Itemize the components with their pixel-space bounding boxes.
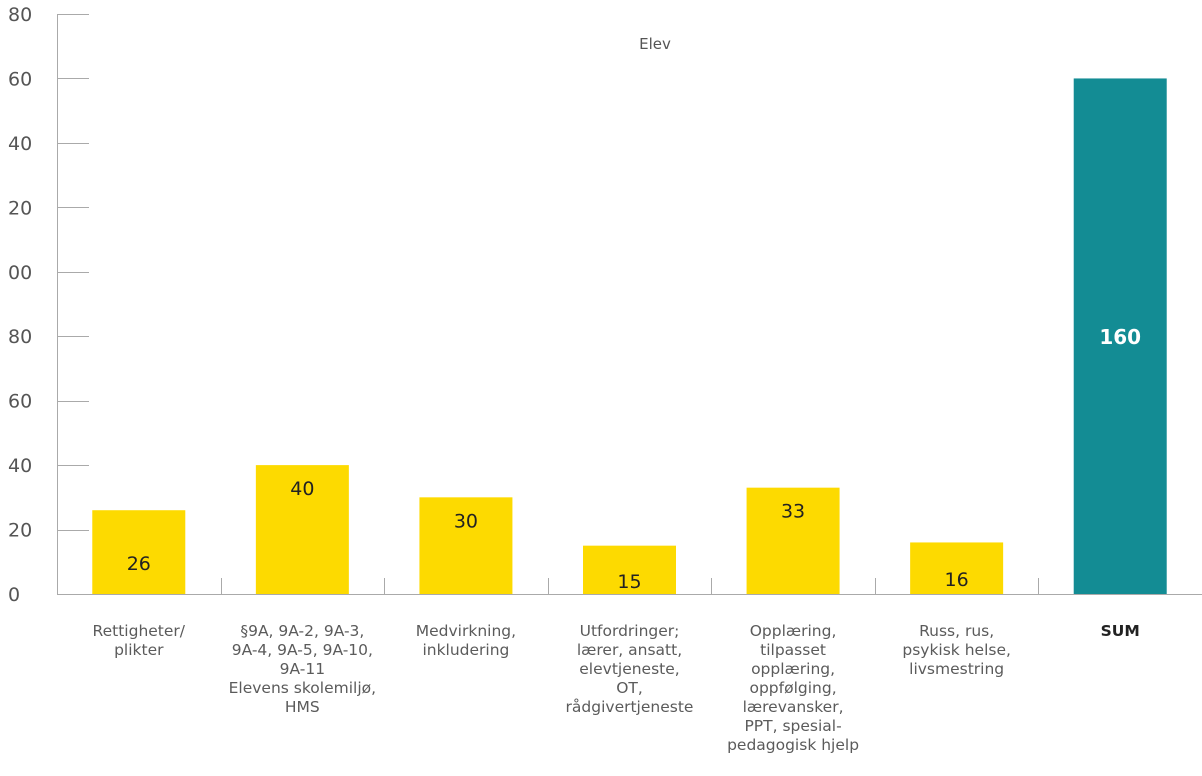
x-category-label-line: livsmestring: [909, 660, 1005, 678]
x-category-label-line: 9A-11: [279, 660, 326, 678]
value-label: 30: [454, 510, 478, 532]
x-category-label-line: opplæring,: [751, 660, 836, 678]
x-category-label-line: tilpasset: [760, 641, 826, 659]
x-category-label-line: SUM: [1100, 622, 1140, 640]
x-category-label-line: psykisk helse,: [902, 641, 1011, 659]
x-category-label-line: 9A-4, 9A-5, 9A-10,: [231, 641, 373, 659]
y-tick-label: 00: [8, 262, 32, 284]
x-category-label-line: plikter: [114, 641, 164, 659]
x-category-label: Utfordringer; lærer, ansatt, elevtjeneste,…: [545, 622, 715, 717]
y-tick-label: 80: [8, 4, 32, 26]
x-category-label-line: Utfordringer;: [579, 622, 680, 640]
x-category-label-line: oppfølging,: [749, 679, 837, 697]
bar: [92, 510, 186, 594]
y-tick-label: 0: [8, 584, 20, 606]
x-category-label-line: HMS: [284, 698, 320, 716]
x-category-label-line: Medvirkning,: [415, 622, 517, 640]
y-tick-label: 20: [8, 197, 32, 219]
x-category-label-line: §9A, 9A-2, 9A-3,: [240, 622, 365, 640]
x-category-label-line: inkludering: [422, 641, 510, 659]
bar: [255, 465, 349, 594]
bar: [419, 497, 513, 594]
x-category-label-line: lærer, ansatt,: [576, 641, 683, 659]
x-category-label: Rettigheter/plikter: [54, 622, 224, 660]
y-tick-label: 80: [8, 326, 32, 348]
x-category-label-line: Elevens skolemiljø,: [228, 679, 377, 697]
value-label: 16: [945, 569, 969, 591]
x-category-label: Opplæring, tilpasset opplæring, oppfølging,…: [708, 622, 878, 755]
x-category-label: SUM: [1035, 622, 1202, 641]
y-tick-label: 40: [8, 455, 32, 477]
value-labels: 26 40 30 15 33 16 160: [127, 325, 1141, 593]
x-category-label-line: OT,: [616, 679, 643, 697]
x-category-label-line: rådgivertjeneste: [565, 698, 694, 716]
value-label: 15: [617, 571, 641, 593]
bar: [583, 545, 676, 594]
bar: [910, 542, 1004, 594]
y-tick-label: 60: [8, 68, 32, 90]
value-label: 26: [127, 553, 151, 575]
value-label: 33: [781, 501, 805, 523]
x-category-label-line: pedagogisk hjelp: [727, 736, 860, 754]
x-category-label: Russ, rus, psykisk helse, livsmestring: [872, 622, 1042, 679]
bar: [746, 487, 840, 594]
x-category-label: Medvirkning, inkludering: [381, 622, 551, 660]
bars: [92, 78, 1167, 594]
x-category-label-line: PPT, spesial-: [744, 717, 842, 735]
x-category-label: §9A, 9A-2, 9A-3, 9A-4, 9A-5, 9A-10, 9A-11 E…: [217, 622, 387, 717]
x-category-label-line: Opplæring,: [749, 622, 837, 640]
y-tick-label: 60: [8, 391, 32, 413]
series-label: Elev: [639, 35, 671, 53]
x-category-label-line: lærevansker,: [742, 698, 844, 716]
x-category-label-line: Russ, rus,: [919, 622, 995, 640]
axes: 0 20 40 60 80 00 20 40 60 80: [8, 4, 1202, 606]
value-label: 40: [290, 478, 314, 500]
x-category-label-line: Rettigheter/: [92, 622, 186, 640]
y-tick-label: 20: [8, 520, 32, 542]
x-category-label-line: elevtjeneste,: [579, 660, 680, 678]
bar-sum: [1073, 78, 1167, 594]
y-tick-label: 40: [8, 133, 32, 155]
value-label: 160: [1099, 325, 1141, 349]
